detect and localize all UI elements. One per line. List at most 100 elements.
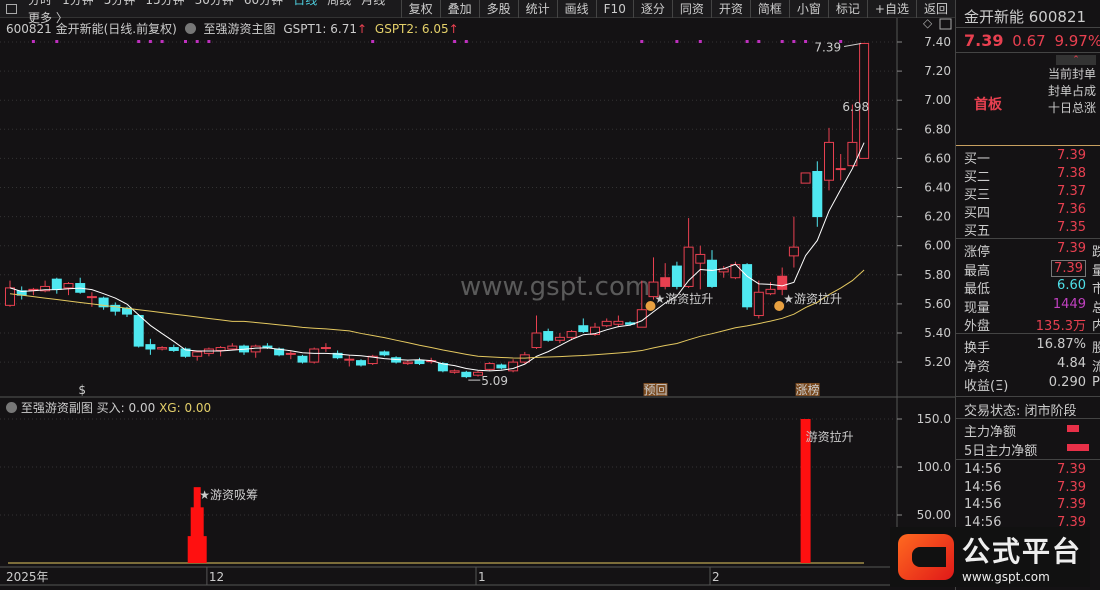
collapse-button[interactable]: ⌃ [1056,55,1096,65]
toolbar-button[interactable]: 统计 [517,0,557,18]
candle-up [320,347,331,350]
stats-row: 涨停 7.39 跌 [964,241,1100,260]
toolbar-button[interactable]: 简框 [749,0,789,18]
up-arrow-icon: ↑ [357,22,368,36]
toolbar-button[interactable]: 小窗 [788,0,828,18]
row-label: 买一 [964,152,991,167]
candle-up [285,352,296,355]
gspt2-value: GSPT2: 6.05 [374,22,449,36]
period-tab[interactable]: 15分钟 [140,0,189,7]
toolbar-button[interactable]: 返回 [915,0,955,18]
signal-dot [148,40,152,43]
bids-row: 买四 7.36 [964,202,1100,221]
chart-info-line: 600821 金开新能(日线.前复权) 至强游资主图 GSPT1: 6.71↑ … [6,20,463,37]
candle-up [566,331,577,338]
candle-down [98,297,109,308]
row-label: 外盘 [964,319,991,334]
period-tab[interactable]: 60分钟 [239,0,288,7]
candle-down [356,360,366,366]
period-tab[interactable]: 5分钟 [99,0,141,7]
tick-time: 14:56 [964,462,1002,477]
x-tick-label: 2025年 [6,570,49,584]
tag-label: 预回 [643,383,667,397]
tag-label: $ [78,383,86,397]
toolbar-button[interactable]: +自选 [866,0,916,18]
toolbar-button[interactable]: 同资 [671,0,711,18]
logo-g-icon [898,534,954,580]
candle-down [145,344,156,350]
candle-up [777,275,788,290]
period-tab[interactable]: 日线 [288,0,322,7]
high-arrow-icon [844,42,862,47]
sub-indicator-toggle-icon[interactable] [6,402,17,413]
period-tab[interactable]: 月线 [356,0,390,7]
sub-indicator-name[interactable]: 至强游资副图 [20,401,93,415]
signal-dot [137,40,141,43]
candle-up [613,320,624,325]
period-toolbar: 分时1分钟5分钟15分钟30分钟60分钟日线周线月线更多 〉 复权叠加多股统计画… [0,0,955,25]
period-tab[interactable]: 30分钟 [190,0,239,7]
toolbar-button[interactable]: 叠加 [439,0,479,18]
sub-chart-header: 至强游资副图 买入: 0.00 XG: 0.00 [6,399,211,416]
candle-down [51,278,62,290]
toolbar-button[interactable]: 画线 [556,0,596,18]
period-tab[interactable]: 1分钟 [57,0,99,7]
last-price: 7.39 [964,31,1004,50]
toolbar-button[interactable]: 逐分 [632,0,672,18]
x-tick-label: 2 [712,570,720,584]
logo-url: www.gspt.com [962,570,1050,584]
signal-bar [800,419,811,563]
row-value: 7.39 [1057,148,1086,163]
signal-dot [371,40,375,43]
bids-row: 买二 7.38 [964,166,1100,185]
price-change-pct: 9.97% [1054,32,1100,50]
toolbar-button[interactable]: 复权 [400,0,440,18]
watermark-text: www.gspt.com [460,272,650,302]
tag-bg [795,383,820,396]
signal-dot [207,40,211,43]
candle-up [40,285,51,292]
period-tab[interactable]: 周线 [322,0,356,7]
period-tab[interactable]: 分时 [23,0,57,7]
sub-y-tick-label: 50.00 [917,508,951,522]
main-indicator-name[interactable]: 至强游资主图 [203,22,276,36]
buy-value: 买入: 0.00 [96,401,156,415]
candle-up [86,296,97,299]
y-tick-label: 7.20 [924,64,951,78]
row-value: 16.87% [1036,337,1086,352]
x-tick-label: 12 [209,570,224,584]
panel-toggle-icon[interactable] [6,3,18,14]
candle-down [414,360,425,365]
signal-dot [745,40,749,43]
signal-dot [839,40,843,43]
indicator-toggle-icon[interactable] [184,23,196,34]
candle-up [215,347,226,351]
candle-up [835,168,846,171]
period-tab[interactable]: 更多 〉 [28,10,68,25]
row-value: 7.36 [1057,202,1086,217]
toolbar-button[interactable]: 标记 [827,0,867,18]
tick-time: 14:56 [964,497,1002,512]
main-net-row: 主力净额 [964,421,1100,440]
row-value: 7.38 [1057,166,1086,181]
candle-up [765,288,776,295]
toolbar-button[interactable]: 多股 [478,0,518,18]
ten-day-rise: 十日总涨 [1047,101,1096,115]
money-bag-icon [645,301,656,311]
toolbar-button[interactable]: 开资 [710,0,750,18]
tick-row: 14:56 7.39 [964,480,1100,498]
signal-bar [193,487,201,563]
bids-row: 买五 7.35 [964,220,1100,239]
bids-row: 买一 7.39 [964,148,1100,167]
layout-toggle-icon[interactable] [939,18,952,30]
row-extra-label: 内 [1092,319,1100,334]
tick-time: 14:56 [964,479,1002,495]
candle-up [227,345,238,350]
signal-dot [757,40,761,43]
row-label: 买三 [964,188,991,203]
kline-chart[interactable]: www.gspt.com 7.40 7.20 7.00 6.80 6.60 6.40 6.20… [0,0,955,590]
candle-up [367,355,378,365]
toolbar-button[interactable]: F10 [595,0,633,18]
candle-down [110,304,121,312]
y-tick-label: 6.00 [924,239,951,253]
